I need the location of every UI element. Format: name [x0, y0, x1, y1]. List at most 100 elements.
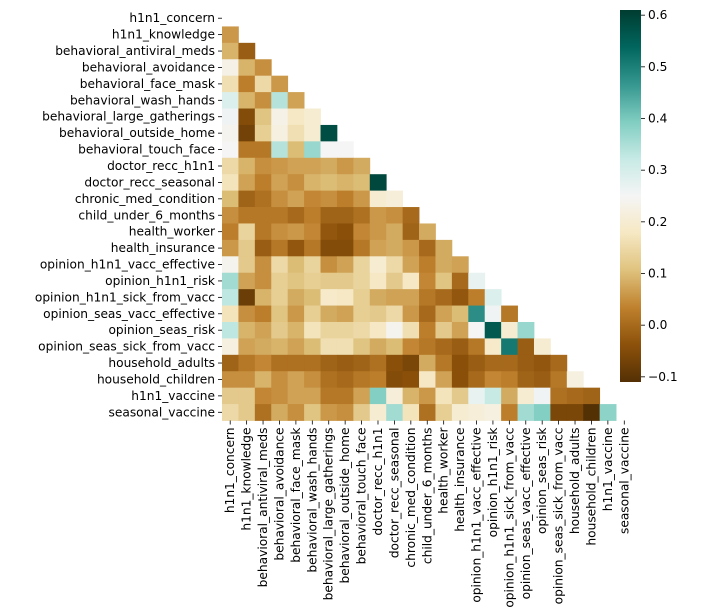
x-tick-label-household_children: household_children [584, 428, 598, 546]
x-tick-label-health_worker: health_worker [437, 427, 451, 514]
y-tick-label-opinion_seas_vacc_effective: opinion_seas_vacc_effective [43, 307, 215, 321]
heatmap-cell-chronic_med_condition-behavioral_touch_face [353, 190, 371, 208]
heatmap-cell-opinion_seas_risk-doctor_recc_seasonal [386, 321, 404, 339]
y-tick-label-doctor_recc_seasonal: doctor_recc_seasonal [84, 175, 215, 189]
heatmap-cell-chronic_med_condition-behavioral_face_mask [287, 190, 305, 208]
y-tick-label-opinion_h1n1_risk: opinion_h1n1_risk [105, 274, 216, 288]
heatmap-cell-opinion_seas_sick_from_vacc-h1n1_concern [222, 338, 239, 356]
heatmap-cell-opinion_h1n1_sick_from_vacc-child_under_6_months [419, 289, 436, 306]
heatmap-cell-h1n1_vaccine-doctor_recc_seasonal [386, 387, 404, 405]
heatmap-cell-household_children-chronic_med_condition [402, 371, 420, 389]
heatmap-cell-health_insurance-h1n1_concern [222, 239, 239, 257]
y-tick-label-behavioral_outside_home: behavioral_outside_home [59, 126, 215, 140]
heatmap-cell-doctor_recc_seasonal-h1n1_knowledge [238, 174, 256, 192]
heatmap-cell-opinion_h1n1_risk-h1n1_concern [222, 272, 239, 290]
heatmap-cell-behavioral_touch_face-h1n1_knowledge [238, 141, 256, 159]
heatmap-cell-chronic_med_condition-behavioral_outside_home [336, 190, 354, 208]
heatmap-cell-h1n1_vaccine-opinion_seas_vacc_effective [517, 387, 535, 405]
heatmap-cell-behavioral_touch_face-behavioral_avoidance [271, 141, 289, 159]
heatmap-cell-seasonal_vaccine-doctor_recc_h1n1 [369, 404, 387, 421]
heatmap-cell-opinion_h1n1_sick_from_vacc-health_insurance [451, 289, 469, 306]
heatmap-cell-household_children-child_under_6_months [419, 371, 436, 389]
heatmap-cell-health_insurance-behavioral_wash_hands [304, 239, 321, 257]
heatmap-cell-h1n1_vaccine-behavioral_wash_hands [304, 387, 321, 405]
heatmap-cell-seasonal_vaccine-behavioral_large_gatherings [320, 404, 338, 421]
heatmap-cell-opinion_h1n1_sick_from_vacc-behavioral_wash_hands [304, 289, 321, 306]
heatmap-cell-household_adults-health_insurance [451, 354, 469, 372]
heatmap-cell-opinion_h1n1_risk-doctor_recc_h1n1 [369, 272, 387, 290]
heatmap-cell-seasonal_vaccine-opinion_h1n1_risk [484, 404, 502, 421]
colorbar-tick-label-0: −0.1 [648, 370, 678, 384]
heatmap-cell-opinion_seas_sick_from_vacc-health_insurance [451, 338, 469, 356]
heatmap-cell-h1n1_vaccine-chronic_med_condition [402, 387, 420, 405]
heatmap-cell-doctor_recc_seasonal-doctor_recc_h1n1 [369, 174, 387, 192]
x-axis-labels: h1n1_concern h1n1_knowledge behavioral_ant… [223, 420, 631, 608]
heatmap-cell-health_insurance-doctor_recc_seasonal [386, 239, 404, 257]
heatmap-cell-health_worker-behavioral_wash_hands [304, 223, 321, 241]
heatmap-cell-health_worker-chronic_med_condition [402, 223, 420, 241]
x-tick-label-seasonal_vaccine: seasonal_vaccine [617, 428, 631, 535]
heatmap-cell-doctor_recc_h1n1-h1n1_knowledge [238, 157, 256, 175]
y-tick-label-behavioral_avoidance: behavioral_avoidance [82, 60, 215, 74]
heatmap-cell-seasonal_vaccine-opinion_seas_risk [533, 404, 551, 421]
heatmap-cell-opinion_h1n1_vacc_effective-doctor_recc_seasonal [386, 256, 404, 274]
heatmap-cell-child_under_6_months-doctor_recc_h1n1 [369, 207, 387, 224]
x-tick-label-doctor_recc_h1n1: doctor_recc_h1n1 [371, 428, 385, 536]
heatmap-cell-child_under_6_months-behavioral_avoidance [271, 207, 289, 224]
heatmap-cell-opinion_h1n1_vacc_effective-child_under_6_months [419, 256, 436, 274]
heatmap-cell-opinion_seas_vacc_effective-health_worker [435, 305, 453, 323]
heatmap-cell-doctor_recc_seasonal-behavioral_avoidance [271, 174, 289, 192]
heatmap-cell-health_insurance-health_worker [435, 239, 453, 257]
y-tick-label-behavioral_large_gatherings: behavioral_large_gatherings [42, 110, 215, 124]
heatmap-cell-doctor_recc_h1n1-behavioral_outside_home [336, 157, 354, 175]
heatmap-cell-household_children-behavioral_touch_face [353, 371, 371, 389]
x-tick-label-opinion_seas_risk: opinion_seas_risk [535, 427, 549, 534]
heatmap-cell-health_worker-behavioral_avoidance [271, 223, 289, 241]
heatmap-cell-health_insurance-behavioral_large_gatherings [320, 239, 338, 257]
y-tick-label-h1n1_knowledge: h1n1_knowledge [112, 28, 215, 42]
heatmap-cell-opinion_h1n1_sick_from_vacc-behavioral_touch_face [353, 289, 371, 306]
heatmap-cell-opinion_h1n1_sick_from_vacc-opinion_h1n1_vacc_effective [468, 289, 486, 306]
heatmap-cell-doctor_recc_h1n1-behavioral_wash_hands [304, 157, 321, 175]
x-tick-label-opinion_h1n1_risk: opinion_h1n1_risk [486, 427, 500, 538]
x-tick-label-chronic_med_condition: chronic_med_condition [404, 427, 418, 567]
heatmap-cell-opinion_h1n1_vacc_effective-doctor_recc_h1n1 [369, 256, 387, 274]
heatmap-cell-opinion_seas_risk-opinion_h1n1_sick_from_vacc [501, 321, 518, 339]
heatmap-cell-child_under_6_months-behavioral_wash_hands [304, 207, 321, 224]
colorbar-tick-label-5: 0.4 [648, 112, 668, 126]
heatmap-cell-opinion_h1n1_vacc_effective-h1n1_concern [222, 256, 239, 274]
heatmap-cell-opinion_seas_vacc_effective-health_insurance [451, 305, 469, 323]
heatmap-cell-health_worker-child_under_6_months [419, 223, 436, 241]
heatmap-cell-opinion_h1n1_risk-behavioral_wash_hands [304, 272, 321, 290]
heatmap-cell-doctor_recc_seasonal-behavioral_outside_home [336, 174, 354, 192]
x-tick-label-h1n1_knowledge: h1n1_knowledge [240, 428, 254, 531]
heatmap-cell-child_under_6_months-h1n1_concern [222, 207, 239, 224]
heatmap-cell-h1n1_vaccine-opinion_seas_risk [533, 387, 551, 405]
heatmap-cell-behavioral_avoidance-behavioral_antiviral_meds [254, 59, 272, 77]
heatmap-cell-doctor_recc_h1n1-behavioral_touch_face [353, 157, 371, 175]
y-tick-label-household_adults: household_adults [108, 356, 215, 370]
heatmap-cell-household_adults-behavioral_avoidance [271, 354, 289, 372]
y-tick-label-behavioral_touch_face: behavioral_touch_face [78, 143, 215, 157]
heatmap-cell-household_children-opinion_h1n1_sick_from_vacc [501, 371, 518, 389]
heatmap-cell-h1n1_vaccine-h1n1_concern [222, 387, 239, 405]
heatmap-cell-opinion_h1n1_risk-h1n1_knowledge [238, 272, 256, 290]
heatmap-cell-behavioral_outside_home-behavioral_antiviral_meds [254, 124, 272, 142]
heatmap-cell-opinion_h1n1_vacc_effective-health_insurance [451, 256, 469, 274]
heatmap-cell-chronic_med_condition-doctor_recc_seasonal [386, 190, 404, 208]
heatmap-cell-opinion_seas_sick_from_vacc-chronic_med_condition [402, 338, 420, 356]
colorbar-tick-label-2: 0.1 [648, 267, 667, 281]
heatmap-cell-child_under_6_months-behavioral_large_gatherings [320, 207, 338, 224]
x-tick-label-h1n1_concern: h1n1_concern [223, 428, 237, 514]
heatmap-cell-household_children-opinion_seas_sick_from_vacc [550, 371, 568, 389]
heatmap-cell-opinion_seas_risk-behavioral_touch_face [353, 321, 371, 339]
y-tick-label-chronic_med_condition: chronic_med_condition [75, 192, 215, 206]
heatmap-cell-opinion_seas_vacc_effective-h1n1_concern [222, 305, 239, 323]
heatmap-cell-seasonal_vaccine-household_adults [566, 404, 584, 421]
y-tick-label-doctor_recc_h1n1: doctor_recc_h1n1 [107, 159, 215, 173]
heatmap-cells [222, 26, 617, 421]
y-tick-label-behavioral_antiviral_meds: behavioral_antiviral_meds [55, 44, 215, 58]
heatmap-cell-household_adults-opinion_seas_sick_from_vacc [550, 354, 568, 372]
x-tick-label-behavioral_face_mask: behavioral_face_mask [289, 427, 303, 563]
heatmap-cell-behavioral_large_gatherings-behavioral_wash_hands [304, 108, 321, 126]
